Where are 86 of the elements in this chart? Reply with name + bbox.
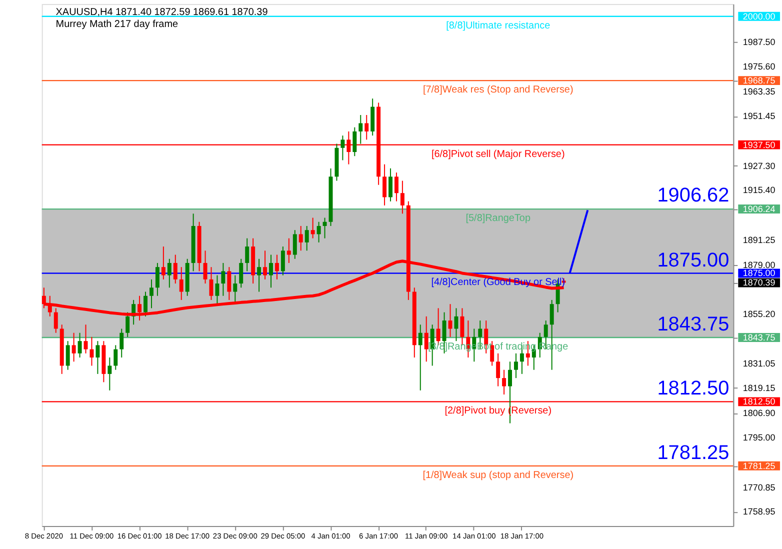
candlestick (173, 254, 178, 284)
annotation: 1875.00 (657, 249, 730, 272)
candlestick (322, 217, 327, 239)
y-tick-label: 1968.75 (742, 76, 776, 86)
candlestick (304, 225, 309, 252)
candlestick (274, 254, 279, 280)
annotation: 1812.50 (657, 378, 730, 400)
y-tick-label: 1843.75 (742, 332, 776, 342)
y-tick-label: 1963.35 (742, 86, 776, 97)
candlestick (155, 262, 160, 296)
y-tick-label: 1806.90 (742, 408, 776, 418)
y-tick-label: 1915.40 (742, 185, 776, 196)
candlestick (149, 278, 154, 309)
candlestick (394, 172, 398, 202)
y-tick-label: 1906.24 (742, 204, 776, 214)
candlestick (280, 246, 285, 276)
y-tick-label: 1795.00 (742, 432, 776, 443)
candlestick (514, 352, 518, 379)
candlestick (120, 328, 124, 358)
candlestick (203, 250, 208, 284)
candlestick (298, 225, 303, 252)
annotation: 1906.62 (657, 184, 730, 206)
candlestick (72, 332, 76, 362)
candlestick (209, 266, 214, 300)
candlestick (96, 340, 100, 374)
candlestick (114, 344, 118, 370)
ref-line-label: [7/8]Weak res (Stop and Reverse) (422, 84, 574, 96)
candlestick (263, 250, 268, 280)
annotation: 1781.25 (657, 442, 730, 464)
y-tick-label: 1781.25 (742, 460, 776, 471)
y-tick-label: 2000.00 (742, 11, 776, 22)
y-tick-label: 1758.95 (742, 506, 776, 517)
candlestick (364, 114, 369, 140)
ref-line-label: [1/8]Weak sup (stop and Reverse) (422, 470, 574, 481)
y-tick-label: 1975.60 (742, 61, 776, 72)
y-tick-label: 1927.30 (742, 160, 776, 171)
candlestick (502, 369, 506, 395)
candlestick (424, 316, 428, 362)
ref-line-label: [5/8]RangeTop (466, 213, 531, 224)
y-tick-label: 1831.05 (742, 358, 776, 369)
y-tick-label: 1812.50 (742, 396, 776, 407)
candlestick (161, 246, 166, 280)
candlestick (227, 266, 232, 300)
candlestick (269, 254, 273, 288)
ref-line-label: [6/8]Pivot sell (Major Reverse) (431, 148, 565, 160)
y-tick-label: 1879.00 (742, 260, 776, 270)
candlestick (496, 352, 500, 387)
y-tick-label: 1819.15 (742, 383, 776, 394)
candlestick (454, 308, 458, 342)
candlestick (239, 258, 244, 288)
candlestick (382, 164, 387, 206)
y-tick-label: 1855.20 (742, 308, 776, 319)
y-tick-label: 1937.50 (742, 140, 776, 150)
candlestick (316, 221, 321, 243)
candlestick (286, 238, 291, 264)
candlestick (245, 238, 250, 272)
candlestick (167, 258, 172, 288)
candlestick (340, 135, 345, 161)
candlestick (84, 324, 88, 354)
ref-line-label: [8/8]Ultimate resistance (446, 20, 551, 32)
candlestick (126, 312, 130, 338)
y-tick-label: 1770.85 (742, 482, 776, 492)
y-tick-label: 1875.00 (742, 268, 776, 278)
candlestick (215, 274, 220, 305)
y-tick-label: 1987.50 (742, 37, 776, 48)
candlestick (78, 332, 82, 358)
candlestick (108, 357, 112, 391)
y-tick-label: 1870.39 (742, 278, 776, 288)
chart-title: XAUUSD,H4 1871.40 1872.59 1869.61 1870.39 (56, 6, 268, 18)
text: Murrey Math 217 day frame (56, 18, 178, 30)
candlestick (310, 217, 315, 239)
candlestick (66, 340, 70, 370)
candlestick (352, 126, 357, 157)
candlestick (144, 291, 148, 317)
y-tick-label: 1951.45 (742, 111, 776, 122)
y-tick-label: 1891.25 (742, 234, 776, 245)
candlestick (418, 324, 422, 391)
candlestick (179, 266, 184, 300)
candlestick (292, 230, 297, 260)
candlestick (400, 180, 404, 214)
annotation: 1843.75 (657, 313, 730, 336)
candlestick (90, 336, 94, 366)
candlestick (388, 168, 392, 202)
candlestick (358, 114, 363, 144)
candlestick (257, 258, 262, 292)
candlestick (221, 262, 226, 296)
